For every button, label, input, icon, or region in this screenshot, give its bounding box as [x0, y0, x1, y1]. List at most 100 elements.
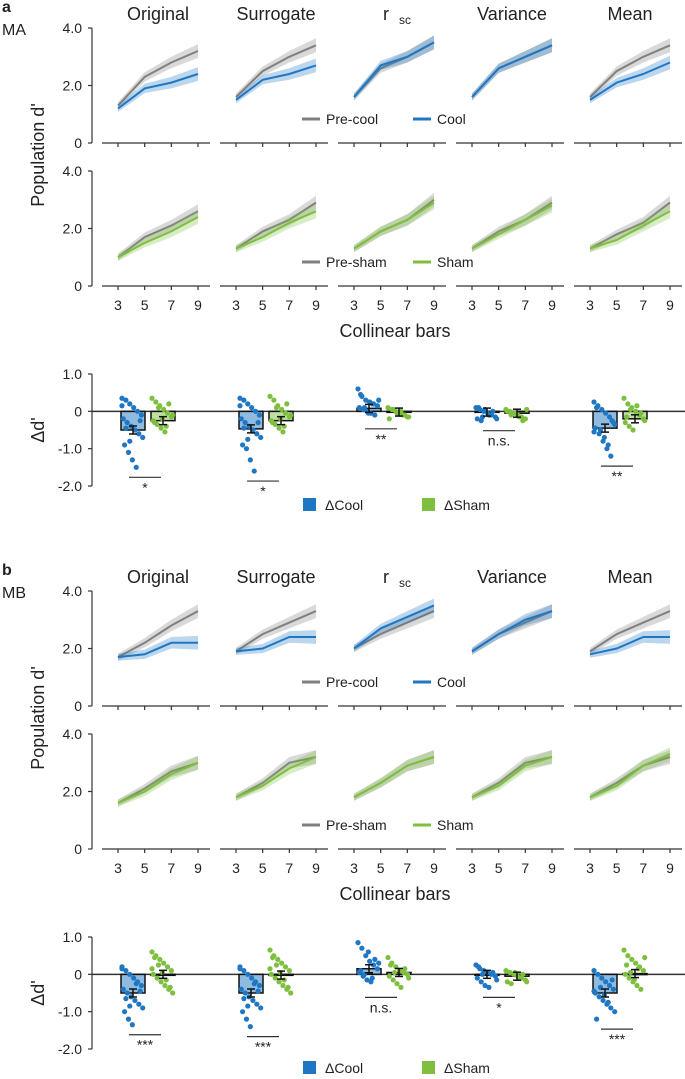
panel-label: a: [2, 0, 11, 16]
column-title: Variance: [477, 567, 547, 587]
cool-point: [241, 397, 247, 403]
cool-line: [471, 610, 553, 653]
cool-point: [140, 1005, 146, 1011]
cool-point: [372, 412, 378, 418]
sham-point: [406, 414, 412, 420]
exp-error-band: [590, 204, 670, 253]
cool-point: [591, 399, 597, 405]
exp-error-band: [354, 35, 434, 101]
sham-point: [626, 423, 632, 429]
sham-point: [279, 960, 285, 966]
cool-point: [591, 968, 597, 974]
x-tick-label: 7: [285, 297, 293, 313]
exp-error-band: [118, 210, 198, 261]
legend-label-exp: Cool: [437, 111, 466, 127]
sham-point: [162, 429, 168, 435]
pre-error-band: [118, 204, 198, 261]
sham-line: [589, 210, 671, 250]
cool-point: [367, 958, 373, 964]
sham-point: [267, 393, 273, 399]
legend-swatch-dsham: [422, 498, 435, 511]
cool-line: [117, 641, 198, 659]
cool-point: [494, 977, 500, 983]
legend-label-dsham: ΔSham: [444, 497, 490, 513]
legend-label-pre: Pre-cool: [326, 674, 378, 690]
exp-error-band: [590, 747, 670, 801]
pre-sham-line: [117, 210, 199, 259]
legend-label-pre: Pre-cool: [326, 111, 378, 127]
pre-cool-line: [353, 610, 435, 650]
legend-swatch-dsham: [422, 1061, 435, 1074]
sham-point: [279, 406, 285, 413]
cool-point: [251, 981, 257, 987]
cool-point: [251, 468, 257, 474]
sham-point: [398, 984, 404, 991]
significance-label: ***: [609, 1031, 626, 1047]
cool-point: [239, 442, 246, 448]
y-tick-label: 2.0: [63, 641, 83, 657]
sham-point: [504, 979, 510, 985]
cool-point: [255, 419, 261, 426]
cool-point: [603, 410, 609, 416]
x-tick-label: 9: [312, 297, 320, 313]
sham-point: [267, 966, 273, 972]
sham-point: [288, 412, 294, 418]
sham-point: [151, 954, 158, 961]
column-title: Surrogate: [236, 567, 315, 587]
cool-point: [119, 403, 125, 409]
cool-point: [125, 449, 132, 455]
cool-point: [479, 414, 486, 420]
exp-error-band: [118, 67, 198, 112]
sham-point: [285, 984, 291, 991]
sham-point: [642, 418, 648, 424]
cool-point: [365, 949, 371, 955]
sham-point: [271, 397, 277, 403]
delta-y-tick-label: 0: [74, 966, 82, 982]
sham-point: [272, 975, 278, 981]
cool-point: [258, 1005, 264, 1011]
cool-point: [237, 395, 243, 401]
cool-point: [475, 405, 482, 411]
sham-point: [149, 395, 155, 401]
cool-point: [123, 425, 129, 431]
column-title-subscript: sc: [399, 576, 411, 590]
sham-line: [471, 204, 553, 250]
x-tick-label: 5: [141, 860, 149, 876]
cool-point: [357, 968, 364, 974]
cool-line: [235, 636, 316, 653]
sham-point: [273, 962, 280, 968]
pre-error-band: [590, 604, 670, 655]
sham-point: [286, 968, 293, 974]
significance-label: **: [376, 431, 387, 447]
sham-point: [520, 971, 526, 977]
cool-point: [239, 1009, 246, 1015]
x-tick-label: 9: [548, 297, 556, 313]
sham-point: [386, 416, 392, 422]
sham-line: [353, 201, 435, 250]
cool-point: [376, 397, 382, 403]
cool-point: [238, 986, 244, 992]
column-title: Mean: [607, 567, 652, 587]
y-axis-title: Population d': [28, 666, 48, 770]
cool-point: [124, 990, 130, 996]
sham-point: [155, 405, 162, 411]
x-tick-label: 5: [377, 297, 385, 313]
sham-point: [288, 990, 294, 996]
cool-point: [603, 979, 609, 985]
y-tick-label: 4.0: [63, 20, 83, 36]
cool-point: [133, 464, 139, 470]
x-tick-label: 3: [114, 297, 122, 313]
exp-error-band: [236, 204, 316, 253]
legend-swatch-dcool: [303, 498, 316, 511]
sham-point: [520, 418, 526, 424]
significance-label: **: [612, 468, 623, 484]
cool-point: [243, 1016, 250, 1022]
sham-point: [524, 406, 530, 413]
sham-point: [170, 990, 176, 996]
column-title: Original: [127, 4, 189, 24]
cool-point: [242, 990, 248, 996]
cool-point: [364, 977, 370, 983]
cool-point: [242, 419, 248, 426]
sham-point: [630, 427, 636, 433]
